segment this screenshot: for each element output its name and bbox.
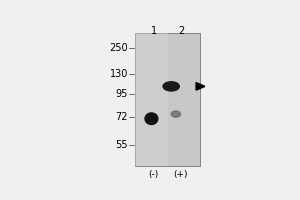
Polygon shape (196, 83, 205, 90)
Ellipse shape (171, 111, 181, 117)
Text: 55: 55 (116, 140, 128, 150)
Text: 2: 2 (178, 26, 185, 36)
Ellipse shape (145, 113, 158, 124)
Bar (135, 33, 168, 166)
Text: 1: 1 (151, 26, 157, 36)
Text: (+): (+) (173, 170, 188, 179)
Text: 130: 130 (110, 69, 128, 79)
Text: 72: 72 (116, 112, 128, 122)
Text: (-): (-) (148, 170, 159, 179)
Text: 250: 250 (110, 43, 128, 53)
Bar (135, 33, 200, 166)
Text: 95: 95 (116, 89, 128, 99)
Ellipse shape (163, 82, 179, 91)
